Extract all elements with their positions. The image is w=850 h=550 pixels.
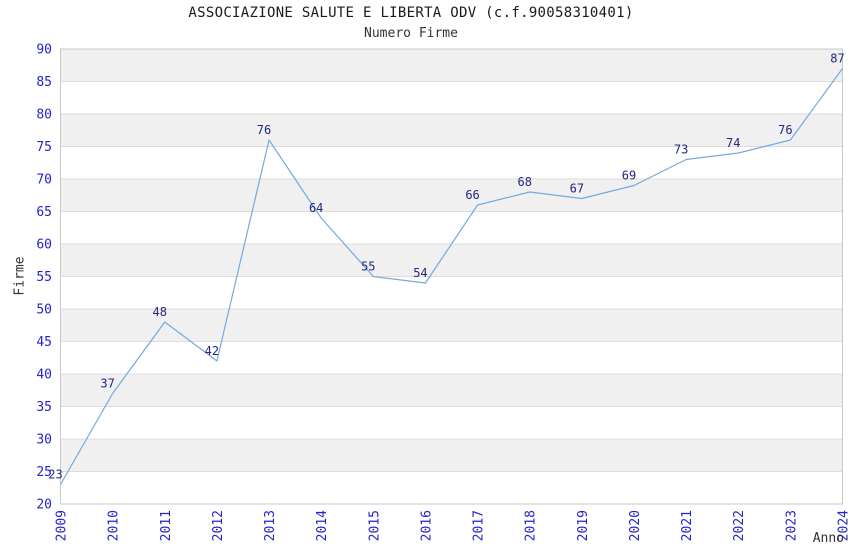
data-label: 64 bbox=[309, 201, 323, 215]
plot-band bbox=[60, 49, 843, 82]
data-label: 42 bbox=[205, 344, 219, 358]
data-label: 87 bbox=[830, 52, 844, 66]
y-axis-tick-label: 65 bbox=[36, 205, 52, 220]
plot-band bbox=[60, 309, 843, 342]
y-axis-tick-label: 35 bbox=[36, 400, 52, 415]
y-axis-tick-label: 30 bbox=[36, 433, 52, 448]
y-axis-tick-label: 55 bbox=[36, 270, 52, 285]
y-axis-tick-label: 50 bbox=[36, 303, 52, 318]
y-axis-tick-label: 20 bbox=[36, 498, 52, 513]
x-axis-tick-label: 2011 bbox=[159, 510, 174, 541]
plot-band bbox=[60, 114, 843, 147]
x-axis-tick-label: 2014 bbox=[315, 510, 330, 541]
x-axis-tick-label: 2012 bbox=[211, 510, 226, 541]
y-axis-tick-label: 60 bbox=[36, 238, 52, 253]
y-axis-tick-label: 25 bbox=[36, 465, 52, 480]
y-axis-tick-label: 40 bbox=[36, 368, 52, 383]
x-axis-tick-label: 2021 bbox=[680, 510, 695, 541]
y-axis-tick-label: 85 bbox=[36, 75, 52, 90]
plot-band bbox=[60, 244, 843, 277]
data-label: 73 bbox=[674, 143, 688, 157]
x-axis-tick-label: 2020 bbox=[628, 510, 643, 541]
data-label: 48 bbox=[153, 305, 167, 319]
x-axis-tick-label: 2009 bbox=[55, 510, 70, 541]
plot-band bbox=[60, 179, 843, 212]
chart-title: ASSOCIAZIONE SALUTE E LIBERTA ODV (c.f.9… bbox=[188, 5, 634, 21]
x-axis-tick-label: 2016 bbox=[419, 510, 434, 541]
y-axis-tick-label: 70 bbox=[36, 173, 52, 188]
x-axis-tick-label: 2013 bbox=[263, 510, 278, 541]
data-label: 67 bbox=[570, 182, 584, 196]
x-axis-tick-label: 2019 bbox=[576, 510, 591, 541]
x-axis-tick-label: 2015 bbox=[367, 510, 382, 541]
x-axis-tick-label: 2017 bbox=[472, 510, 487, 541]
x-axis-tick-label: 2010 bbox=[107, 510, 122, 541]
chart-subtitle: Numero Firme bbox=[364, 26, 458, 41]
plot-band bbox=[60, 374, 843, 407]
y-axis-tick-label: 80 bbox=[36, 108, 52, 123]
data-label: 55 bbox=[361, 260, 375, 274]
x-axis-tick-label: 2024 bbox=[837, 510, 850, 541]
y-axis-tick-label: 75 bbox=[36, 140, 52, 155]
x-axis-tick-label: 2023 bbox=[784, 510, 799, 541]
data-label: 74 bbox=[726, 136, 740, 150]
y-axis-title: Firme bbox=[12, 256, 28, 296]
data-label: 68 bbox=[517, 175, 531, 189]
data-label: 54 bbox=[413, 266, 427, 280]
data-label: 37 bbox=[100, 377, 114, 391]
data-label: 69 bbox=[622, 169, 636, 183]
y-axis-tick-label: 45 bbox=[36, 335, 52, 350]
y-axis-tick-label: 90 bbox=[36, 43, 52, 58]
plot-border bbox=[60, 48, 843, 505]
x-axis-tick-label: 2018 bbox=[524, 510, 539, 541]
data-label: 76 bbox=[778, 123, 792, 137]
plot-band bbox=[60, 439, 843, 472]
series-line bbox=[59, 68, 843, 485]
x-axis-tick-label: 2022 bbox=[732, 510, 747, 541]
data-label: 23 bbox=[48, 468, 62, 482]
data-label: 76 bbox=[257, 123, 271, 137]
data-label: 66 bbox=[465, 188, 479, 202]
x-axis-title: Anno bbox=[812, 531, 844, 546]
